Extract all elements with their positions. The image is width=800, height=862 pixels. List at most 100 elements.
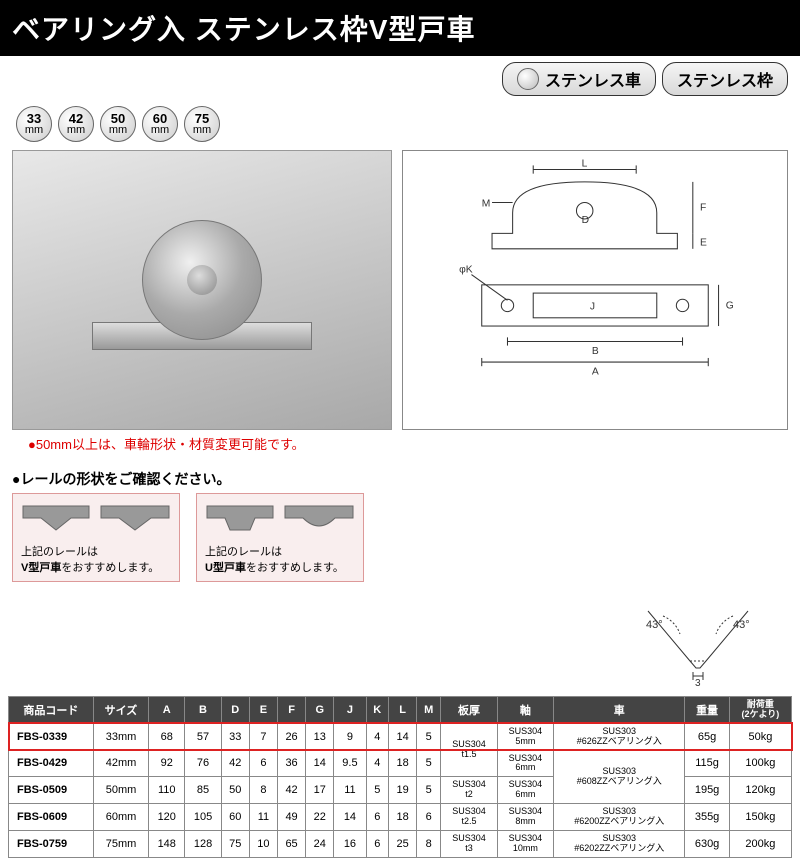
cell-plate: SUS304t3 bbox=[441, 830, 497, 857]
cell-L: 18 bbox=[389, 804, 417, 831]
cell-D: 33 bbox=[221, 723, 249, 750]
cell-plate: SUS304t2.5 bbox=[441, 804, 497, 831]
cell-A: 68 bbox=[149, 723, 185, 750]
angle-right: 43° bbox=[733, 619, 750, 631]
cell-K: 4 bbox=[366, 723, 388, 750]
cell-size: 42mm bbox=[93, 750, 148, 777]
cell-A: 148 bbox=[149, 830, 185, 857]
caption-post: をおすすめします。 bbox=[61, 562, 159, 574]
cell-L: 18 bbox=[389, 750, 417, 777]
svg-text:A: A bbox=[592, 366, 599, 377]
table-header: F bbox=[277, 697, 305, 724]
size-unit: mm bbox=[67, 125, 85, 136]
cell-load: 200kg bbox=[729, 830, 791, 857]
cell-axis: SUS3048mm bbox=[497, 804, 553, 831]
table-row: FBS-075975mm14812875106524166258SUS304t3… bbox=[9, 830, 792, 857]
cell-B: 57 bbox=[185, 723, 221, 750]
table-header: K bbox=[366, 697, 388, 724]
cell-F: 36 bbox=[277, 750, 305, 777]
table-row: FBS-033933mm6857337261394145SUS304t1.5SU… bbox=[9, 723, 792, 750]
cell-M: 5 bbox=[417, 723, 441, 750]
caption-pre: 上記のレールは bbox=[21, 546, 98, 558]
badge-label: ステンレス枠 bbox=[677, 67, 773, 91]
cell-B: 105 bbox=[185, 804, 221, 831]
table-header: 板厚 bbox=[441, 697, 497, 724]
table-header: サイズ bbox=[93, 697, 148, 724]
cell-plate: SUS304t1.5 bbox=[441, 723, 497, 777]
cell-A: 120 bbox=[149, 804, 185, 831]
cell-J: 14 bbox=[334, 804, 366, 831]
svg-text:J: J bbox=[590, 302, 595, 313]
cell-load: 150kg bbox=[729, 804, 791, 831]
rail-v-icon bbox=[21, 500, 171, 536]
cell-F: 49 bbox=[277, 804, 305, 831]
cell-wheel: SUS303#626ZZベアリング入 bbox=[554, 723, 685, 750]
cell-E: 7 bbox=[249, 723, 277, 750]
size-unit: mm bbox=[193, 125, 211, 136]
cell-L: 14 bbox=[389, 723, 417, 750]
rail-caption: 上記のレールは V型戸車をおすすめします。 bbox=[21, 543, 171, 575]
cell-size: 33mm bbox=[93, 723, 148, 750]
caption-bold: V型戸車 bbox=[21, 562, 61, 574]
table-header: 重量 bbox=[685, 697, 729, 724]
page-title: ベアリング入 ステンレス枠V型戸車 bbox=[0, 0, 800, 56]
size-unit: mm bbox=[109, 125, 127, 136]
cell-load: 50kg bbox=[729, 723, 791, 750]
svg-text:F: F bbox=[700, 203, 706, 214]
cell-axis: SUS30410mm bbox=[497, 830, 553, 857]
size-circle: 33mm bbox=[16, 106, 52, 142]
cell-F: 65 bbox=[277, 830, 305, 857]
circle-icon bbox=[517, 68, 539, 90]
cell-A: 92 bbox=[149, 750, 185, 777]
table-row: FBS-060960mm12010560114922146186SUS304t2… bbox=[9, 804, 792, 831]
cell-G: 24 bbox=[306, 830, 334, 857]
badge-row: ステンレス車 ステンレス枠 bbox=[0, 56, 800, 102]
cell-E: 11 bbox=[249, 804, 277, 831]
cell-K: 6 bbox=[366, 830, 388, 857]
cell-wheel: SUS303#6202ZZベアリング入 bbox=[554, 830, 685, 857]
size-circle: 75mm bbox=[184, 106, 220, 142]
rail-card-v: 上記のレールは V型戸車をおすすめします。 bbox=[12, 493, 180, 582]
cell-weight: 630g bbox=[685, 830, 729, 857]
product-photo bbox=[12, 150, 392, 430]
badge-label: ステンレス車 bbox=[545, 67, 641, 91]
rail-u-icon bbox=[205, 500, 355, 536]
caption-pre: 上記のレールは bbox=[205, 546, 282, 558]
rail-caption: 上記のレールは U型戸車をおすすめします。 bbox=[205, 543, 355, 575]
cell-B: 76 bbox=[185, 750, 221, 777]
cell-code: FBS-0339 bbox=[9, 723, 94, 750]
cell-K: 4 bbox=[366, 750, 388, 777]
cell-M: 8 bbox=[417, 830, 441, 857]
cell-size: 60mm bbox=[93, 804, 148, 831]
table-header: G bbox=[306, 697, 334, 724]
size-unit: mm bbox=[25, 125, 43, 136]
cell-code: FBS-0429 bbox=[9, 750, 94, 777]
svg-text:D: D bbox=[582, 215, 589, 226]
badge-stainless-wheel: ステンレス車 bbox=[502, 62, 656, 96]
cell-F: 26 bbox=[277, 723, 305, 750]
table-header: 車 bbox=[554, 697, 685, 724]
angle-left: 43° bbox=[646, 619, 663, 631]
cell-J: 16 bbox=[334, 830, 366, 857]
svg-text:L: L bbox=[582, 158, 588, 169]
cell-D: 60 bbox=[221, 804, 249, 831]
caption-post: をおすすめします。 bbox=[246, 562, 344, 574]
cell-G: 14 bbox=[306, 750, 334, 777]
cell-code: FBS-0609 bbox=[9, 804, 94, 831]
table-header: 商品コード bbox=[9, 697, 94, 724]
badge-stainless-frame: ステンレス枠 bbox=[662, 62, 788, 96]
table-header: D bbox=[221, 697, 249, 724]
caption-bold: U型戸車 bbox=[205, 562, 246, 574]
table-header: M bbox=[417, 697, 441, 724]
cell-L: 25 bbox=[389, 830, 417, 857]
size-unit: mm bbox=[151, 125, 169, 136]
cell-code: FBS-0759 bbox=[9, 830, 94, 857]
cell-K: 6 bbox=[366, 804, 388, 831]
cell-E: 6 bbox=[249, 750, 277, 777]
svg-text:G: G bbox=[726, 301, 734, 312]
cell-G: 13 bbox=[306, 723, 334, 750]
svg-text:M: M bbox=[482, 199, 491, 210]
cell-B: 128 bbox=[185, 830, 221, 857]
table-header: A bbox=[149, 697, 185, 724]
cell-J: 9.5 bbox=[334, 750, 366, 777]
